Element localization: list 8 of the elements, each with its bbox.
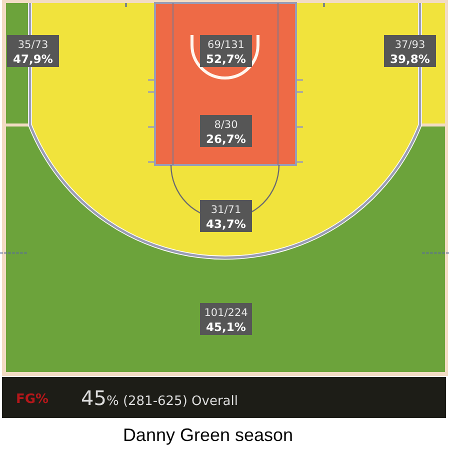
data-label: 69/131 52,7% bbox=[206, 39, 246, 66]
data-label: 37/93 39,8% bbox=[390, 39, 430, 66]
data-label: 35/73 47,9% bbox=[13, 39, 54, 66]
text: FG% bbox=[16, 392, 49, 407]
data-label: 8/30 26,7% bbox=[206, 119, 246, 146]
data-label: 31/71 43,7% bbox=[206, 204, 246, 231]
text: 45% (281-625) Overall bbox=[81, 386, 238, 410]
text: Danny Green season bbox=[122, 425, 294, 445]
